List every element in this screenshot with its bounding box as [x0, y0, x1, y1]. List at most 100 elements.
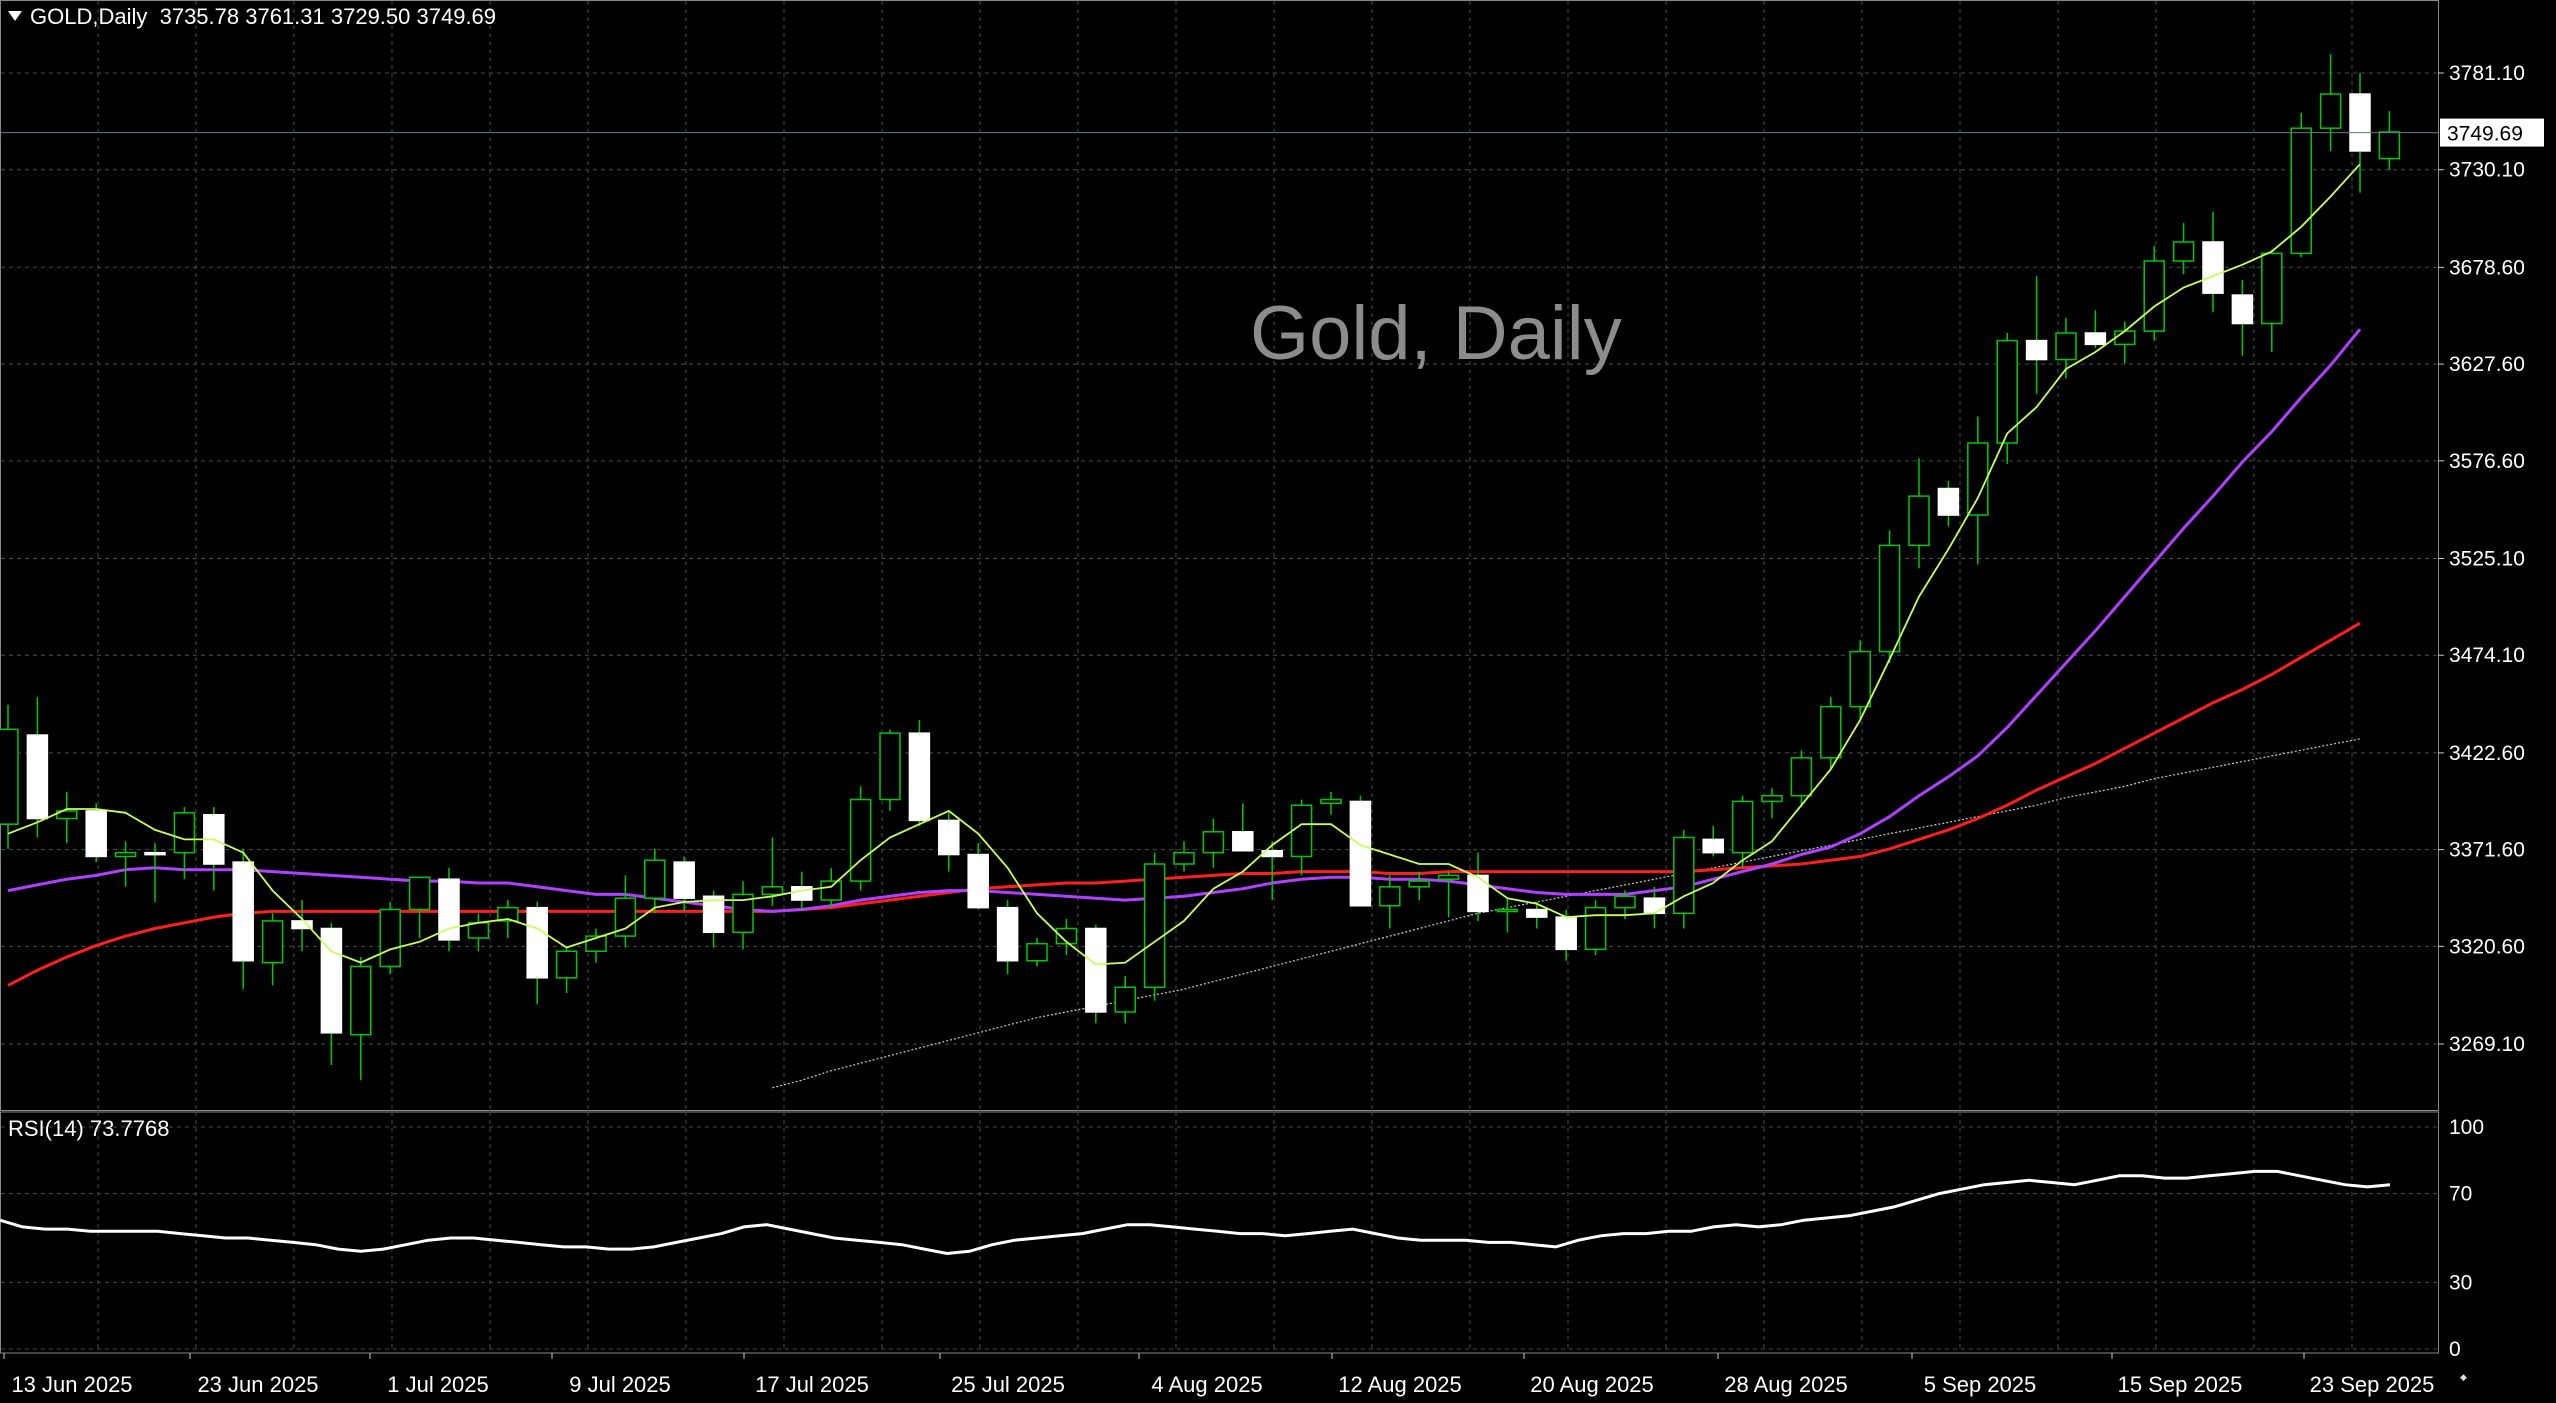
price-axis-label: 3627.60 [2449, 353, 2525, 376]
candle-body [1320, 798, 1342, 805]
candle-body [232, 861, 254, 962]
price-axis-label: 3422.60 [2449, 742, 2525, 765]
candle-body [2143, 260, 2165, 332]
candle-body [1055, 927, 1078, 945]
chart-header: GOLD,Daily 3735.78 3761.31 3729.50 3749.… [8, 4, 496, 30]
candle-body [1849, 650, 1871, 708]
rsi-pane [0, 1169, 2391, 1256]
candle-body [732, 893, 754, 934]
price-axis-label: 3269.10 [2449, 1033, 2525, 1056]
candle-body [350, 965, 372, 1036]
candle-body [1937, 487, 1960, 516]
ohlc-values: 3735.78 3761.31 3729.50 3749.69 [159, 4, 497, 29]
candle-body [2055, 332, 2077, 361]
time-axis-label: 20 Aug 2025 [1530, 1372, 1654, 1397]
candle-body [879, 732, 901, 801]
candle-body [996, 906, 1019, 962]
candle-body [2025, 339, 2048, 361]
candle-body [291, 920, 313, 930]
price-axis-label: 3576.60 [2449, 450, 2525, 473]
candle-body [173, 812, 196, 854]
price-axis-label: 3320.60 [2449, 935, 2525, 958]
rsi-indicator-label: RSI(14) 73.7768 [8, 1116, 170, 1141]
candle-body [2261, 252, 2283, 325]
rsi-axis-label: 30 [2449, 1271, 2472, 1294]
time-axis-label: 5 Sep 2025 [1924, 1372, 2037, 1397]
candle-body [908, 732, 931, 822]
chart-axes: 3781.10 3730.10 3678.60 3627.60 3576.60 3525.… [3, 62, 2544, 1397]
time-axis-label: 23 Jun 2025 [197, 1372, 318, 1397]
candle-body [1761, 795, 1783, 803]
rsi-line [0, 1169, 2391, 1256]
candle-body [261, 920, 284, 964]
candle-body [1967, 442, 1989, 516]
candle-body [56, 810, 78, 820]
candle-body [2319, 93, 2342, 129]
candle-body [555, 950, 578, 979]
candle-body [673, 861, 695, 899]
candle-body [1614, 895, 1636, 909]
candle-body [1878, 544, 1901, 653]
candle-body [1026, 942, 1048, 962]
time-axis-label: 15 Sep 2025 [2118, 1372, 2243, 1397]
ma-fast-line [7, 163, 2361, 966]
time-axis-label: 23 Sep 2025 [2310, 1372, 2435, 1397]
candle-body [849, 798, 872, 882]
candle-body [938, 819, 960, 856]
time-axis-label: 17 Jul 2025 [755, 1372, 869, 1397]
candle-body [614, 897, 637, 937]
candle-body [2172, 241, 2195, 262]
rsi-axis-label: 100 [2449, 1116, 2484, 1139]
candle-body [1408, 880, 1430, 888]
candle-body [2231, 294, 2254, 325]
candle-body [1496, 908, 1519, 913]
candle-body [1143, 863, 1166, 989]
candle-body [1731, 800, 1754, 854]
current-price-tag [2440, 118, 2544, 147]
candle-body [1584, 906, 1607, 951]
rsi-pane-frame [0, 1111, 2439, 1354]
time-axis-label: 4 Aug 2025 [1151, 1372, 1262, 1397]
candle-body [820, 880, 842, 901]
candle-body [2290, 127, 2312, 255]
candle-body [702, 895, 725, 934]
candle-body [1673, 836, 1695, 915]
candle-body [1173, 851, 1195, 865]
candle-body [2349, 93, 2371, 152]
time-axis-label: 9 Jul 2025 [569, 1372, 671, 1397]
dropdown-triangle-icon[interactable] [8, 11, 22, 22]
candle-body [114, 851, 137, 858]
candle-body [320, 927, 343, 1034]
candle-body [1820, 705, 1842, 759]
candle-body [2114, 330, 2136, 346]
candle-body [1437, 874, 1460, 880]
candle-body [26, 734, 49, 820]
current-price-value: 3749.69 [2447, 123, 2523, 146]
candle-body [1526, 908, 1548, 918]
candle-body [1467, 874, 1489, 913]
candle-body [1790, 757, 1813, 797]
candle-body [1379, 886, 1401, 907]
price-axis-label: 3474.10 [2449, 644, 2525, 667]
main-pane-frame [0, 0, 2439, 1111]
price-axis-label: 3678.60 [2449, 256, 2525, 279]
candle-body [526, 906, 548, 979]
candle-body [1702, 838, 1724, 854]
candle-body [1232, 831, 1254, 852]
time-axis-label: 25 Jul 2025 [951, 1372, 1065, 1397]
time-axis-label: 12 Aug 2025 [1338, 1372, 1462, 1397]
ma-slow-line [7, 621, 2361, 987]
price-axis-label: 3525.10 [2449, 548, 2525, 571]
chart-grid [0, 0, 2439, 1354]
candle-body [497, 906, 519, 922]
chart-watermark: Gold, Daily [1250, 291, 1622, 376]
candle-body [2378, 131, 2401, 160]
candle-body [644, 859, 666, 899]
candle-body [791, 886, 813, 901]
time-axis-label: 28 Aug 2025 [1724, 1372, 1848, 1397]
price-axis-label: 3371.60 [2449, 839, 2525, 862]
time-axis-label: 13 Jun 2025 [11, 1372, 132, 1397]
candle-body [967, 853, 989, 909]
candle-body [379, 908, 401, 968]
